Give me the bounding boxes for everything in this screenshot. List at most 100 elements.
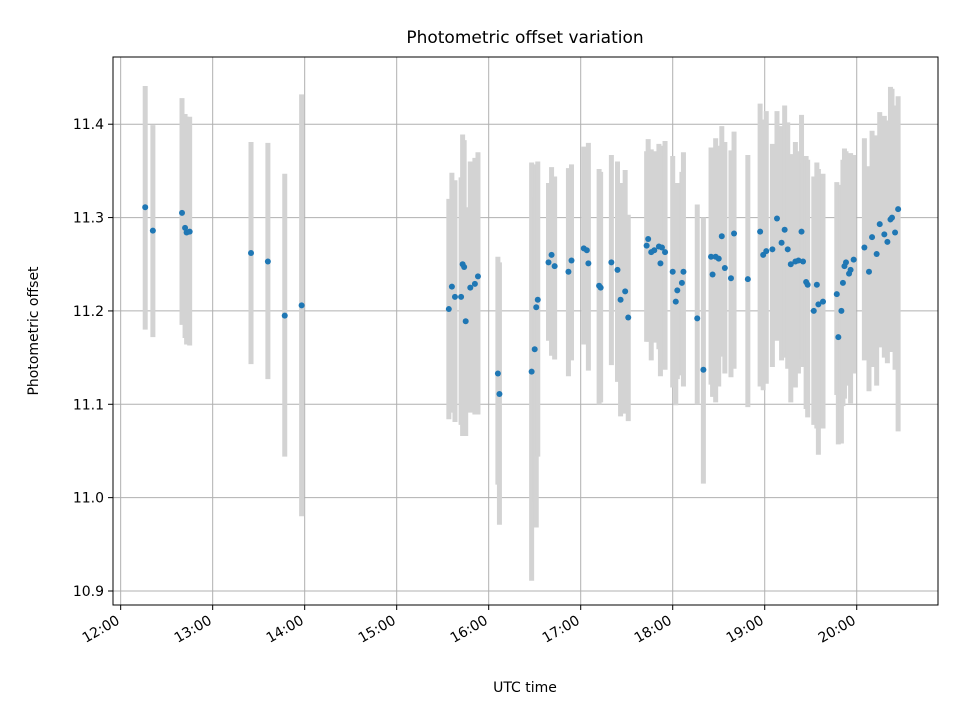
data-point xyxy=(597,284,604,291)
data-point xyxy=(248,250,255,257)
data-point xyxy=(680,268,687,275)
data-point xyxy=(149,227,156,234)
data-point xyxy=(451,293,458,300)
data-point xyxy=(672,298,679,305)
data-point xyxy=(842,259,849,266)
y-tick-label: 11.2 xyxy=(73,304,104,320)
data-point xyxy=(142,204,149,211)
data-point xyxy=(657,260,664,267)
data-point xyxy=(281,312,288,319)
data-point xyxy=(551,263,558,270)
data-point xyxy=(182,224,189,231)
data-point xyxy=(873,250,880,257)
data-point xyxy=(585,260,592,267)
data-point xyxy=(545,259,552,266)
data-point xyxy=(448,283,455,290)
data-point xyxy=(678,279,685,286)
data-point xyxy=(625,314,632,321)
data-point xyxy=(787,261,794,268)
data-point xyxy=(583,247,590,254)
data-point xyxy=(496,391,503,398)
data-point xyxy=(709,271,716,278)
y-tick-label: 11.1 xyxy=(73,397,104,413)
data-point xyxy=(721,264,728,271)
data-point xyxy=(548,251,555,258)
data-point xyxy=(865,268,872,275)
data-point xyxy=(881,231,888,238)
data-point xyxy=(298,302,305,309)
data-point xyxy=(744,276,751,283)
data-point xyxy=(651,247,658,254)
data-point xyxy=(718,233,725,240)
data-point xyxy=(528,368,535,375)
data-point xyxy=(781,226,788,233)
data-point xyxy=(617,296,624,303)
y-tick-label: 11.3 xyxy=(73,211,104,227)
data-point xyxy=(662,249,669,256)
data-point xyxy=(892,229,899,236)
x-axis-label: UTC time xyxy=(493,680,557,696)
data-point xyxy=(461,264,468,271)
data-point xyxy=(876,221,883,228)
data-point xyxy=(884,238,891,245)
data-point xyxy=(798,228,805,235)
chart-title: Photometric offset variation xyxy=(406,28,643,48)
data-point xyxy=(531,346,538,353)
y-axis: 10.9 11.0 11.1 11.2 11.3 11.4 xyxy=(73,117,113,600)
data-point xyxy=(727,275,734,282)
y-tick-label: 10.9 xyxy=(73,584,104,600)
data-point xyxy=(467,284,474,291)
data-point xyxy=(778,239,785,246)
data-point xyxy=(839,279,846,286)
data-point xyxy=(804,281,811,288)
data-point xyxy=(534,296,541,303)
data-point xyxy=(810,307,817,314)
data-point xyxy=(700,366,707,373)
data-point xyxy=(838,307,845,314)
data-point xyxy=(669,268,676,275)
data-point xyxy=(645,236,652,243)
data-point xyxy=(715,255,722,262)
data-point xyxy=(694,315,701,322)
data-point xyxy=(731,230,738,237)
data-point xyxy=(179,209,186,216)
data-point xyxy=(471,280,478,287)
data-point xyxy=(643,242,650,249)
data-point xyxy=(674,287,681,294)
data-point xyxy=(773,215,780,222)
data-point xyxy=(815,301,822,308)
data-point xyxy=(494,370,501,377)
data-point xyxy=(445,306,452,313)
data-point xyxy=(264,258,271,265)
data-point xyxy=(833,291,840,298)
data-point xyxy=(565,268,572,275)
data-points xyxy=(142,204,902,398)
data-point xyxy=(784,246,791,253)
data-point xyxy=(861,244,868,251)
data-point xyxy=(708,253,715,260)
data-point xyxy=(763,248,770,255)
data-point xyxy=(474,273,481,280)
data-point xyxy=(533,304,540,311)
y-axis-label: Photometric offset xyxy=(26,266,42,396)
data-point xyxy=(458,293,465,300)
data-point xyxy=(795,257,802,264)
y-tick-label: 11.0 xyxy=(73,491,104,507)
data-point xyxy=(568,257,575,264)
data-point xyxy=(658,244,665,251)
data-point xyxy=(869,234,876,241)
data-point xyxy=(800,258,807,265)
data-point xyxy=(813,281,820,288)
data-point xyxy=(608,259,615,266)
data-point xyxy=(819,298,826,305)
data-point xyxy=(614,266,621,273)
data-point xyxy=(895,206,902,213)
data-point xyxy=(835,334,842,341)
plot-frame xyxy=(112,56,939,606)
y-tick-label: 11.4 xyxy=(73,117,104,133)
data-point xyxy=(757,228,764,235)
data-point xyxy=(888,214,895,221)
data-point xyxy=(850,256,857,263)
data-point xyxy=(622,288,629,295)
